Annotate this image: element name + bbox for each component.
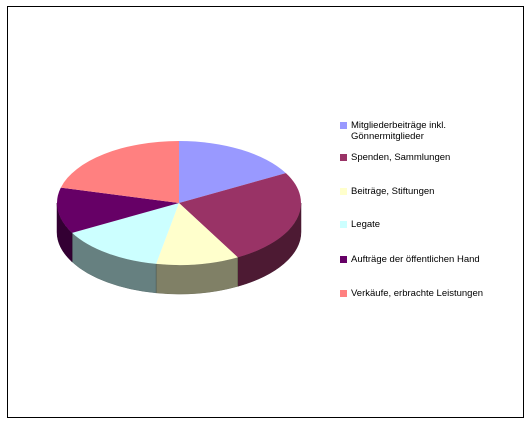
legend-label: Mitgliederbeiträge inkl. Gönnermitgliede… <box>351 120 447 142</box>
legend-swatch <box>340 154 347 161</box>
legend-item: Aufträge der öffentlichen Hand <box>340 254 516 265</box>
pie-slice-4 <box>72 203 179 264</box>
pie-slice-1 <box>179 141 286 203</box>
legend-label: Beiträge, Stiftungen <box>351 186 435 197</box>
legend-item: Mitgliederbeiträge inkl. Gönnermitgliede… <box>340 120 516 142</box>
legend-label: Aufträge der öffentlichen Hand <box>351 254 480 265</box>
legend-item: Legate <box>340 219 516 230</box>
legend-label: Verkäufe, erbrachte Leistungen <box>351 288 484 299</box>
legend-item: Verkäufe, erbrachte Leistungen <box>340 288 516 299</box>
legend-label: Legate <box>351 219 381 230</box>
legend-swatch <box>340 221 347 228</box>
legend-swatch <box>340 256 347 263</box>
legend-swatch <box>340 122 347 129</box>
legend-item: Spenden, Sammlungen <box>340 152 516 163</box>
pie-slice-3 <box>156 203 238 265</box>
pie-slice-5 <box>56 187 179 233</box>
legend-swatch <box>340 290 347 297</box>
pie-slice-2 <box>179 173 302 258</box>
pie-top <box>56 141 302 265</box>
legend-label: Spenden, Sammlungen <box>351 152 451 163</box>
pie-slice-6 <box>60 141 179 203</box>
legend-item: Beiträge, Stiftungen <box>340 186 516 197</box>
legend-swatch <box>340 188 347 195</box>
